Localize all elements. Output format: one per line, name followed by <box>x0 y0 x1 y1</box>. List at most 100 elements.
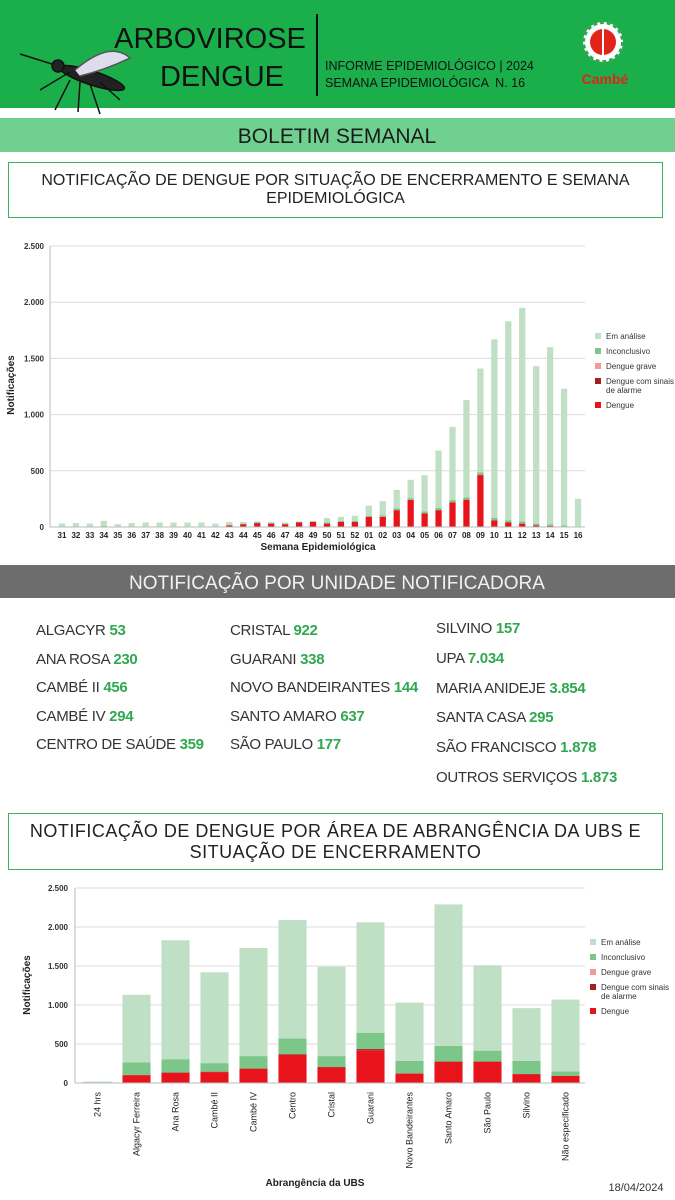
bar-segment <box>184 522 191 527</box>
bar-segment <box>309 521 317 522</box>
bar-segment <box>58 523 66 527</box>
bar-segment <box>278 1054 307 1083</box>
bar-segment <box>281 524 289 527</box>
x-tick-label: 37 <box>141 531 150 540</box>
bar-segment <box>200 1063 229 1072</box>
bar-segment <box>449 502 456 527</box>
unit-name: SÃO PAULO <box>230 736 313 753</box>
x-tick-label: 12 <box>518 531 527 540</box>
unit-count: 3.854 <box>549 679 586 697</box>
x-tick-label: Guarani <box>366 1092 376 1124</box>
unit-name: SILVINO <box>436 620 492 637</box>
bar-segment <box>254 521 261 523</box>
x-tick-label: 03 <box>392 531 401 540</box>
bar-segment <box>435 450 442 508</box>
unit-name: CAMBÉ IV <box>36 707 106 725</box>
unit-item: CENTRO DE SAÚDE 359 <box>36 736 204 753</box>
bar-segment <box>519 521 526 524</box>
x-tick-label: Ana Rosa <box>171 1092 181 1132</box>
bar-segment <box>351 521 359 527</box>
chart2-title: NOTIFICAÇÃO DE DENGUE POR ÁREA DE ABRANG… <box>8 813 663 870</box>
x-tick-label: São Paulo <box>483 1092 493 1134</box>
y-axis-label: Notificações <box>22 955 33 1015</box>
logo-text: Cambé <box>582 71 629 87</box>
legend: Em análise Inconclusivo Dengue grave Dengue… <box>595 332 675 416</box>
x-tick-label: 10 <box>490 531 499 540</box>
y-tick-label: 0 <box>64 1079 69 1088</box>
bar-segment <box>278 1054 307 1055</box>
legend-item: Em análise <box>595 332 675 341</box>
unit-name: CRISTAL <box>230 622 290 639</box>
y-tick-label: 0 <box>40 523 45 532</box>
mosquito-icon <box>19 50 132 115</box>
x-axis-label: Abrangência da UBS <box>266 1178 365 1189</box>
bar-segment <box>100 520 107 526</box>
x-tick-label: 01 <box>364 531 373 540</box>
legend-item: Dengue <box>595 401 675 410</box>
bar-segment <box>295 522 303 527</box>
unit-count: 338 <box>300 650 325 668</box>
bar-segment <box>473 1061 502 1083</box>
x-tick-label: 07 <box>448 531 457 540</box>
unit-count: 157 <box>495 620 520 637</box>
y-axis-label: Notificações <box>6 355 17 415</box>
y-tick-label: 500 <box>55 1040 69 1049</box>
unit-item: CAMBÉ IV 294 <box>36 707 134 725</box>
unit-item: CRISTAL 922 <box>230 622 318 639</box>
x-tick-label: 13 <box>532 531 541 540</box>
x-tick-label: Novo Bandeirantes <box>405 1092 415 1169</box>
legend-label: Dengue com sinais de alarme <box>606 377 675 395</box>
legend-item: Dengue <box>590 1007 672 1016</box>
bar-segment <box>395 1002 424 1061</box>
bar-segment <box>278 919 307 1039</box>
bar-segment <box>505 522 512 527</box>
unit-item: MARIA ANIDEJE 3.854 <box>436 679 586 697</box>
unit-count: 177 <box>316 736 341 753</box>
bar-segment <box>463 497 470 500</box>
bar-segment <box>278 1038 307 1055</box>
unit-name: OUTROS SERVIÇOS <box>436 769 578 786</box>
bar-segment <box>551 1071 580 1076</box>
bar-segment <box>546 524 554 526</box>
legend-item: Dengue com sinais de alarme <box>590 983 672 1001</box>
x-tick-label: Cambé II <box>210 1092 220 1129</box>
bar-segment <box>477 472 484 475</box>
x-tick-label: 42 <box>211 531 220 540</box>
unit-count: 294 <box>109 707 134 725</box>
bar-segment <box>356 1032 385 1050</box>
bar-segment <box>309 521 317 527</box>
legend-swatch <box>590 1008 596 1014</box>
unit-name: NOVO BANDEIRANTES <box>230 679 390 696</box>
bar-segment <box>295 521 303 522</box>
unit-item: SILVINO 157 <box>436 620 520 637</box>
unit-item: SÃO PAULO 177 <box>230 736 341 753</box>
bar-segment <box>170 522 177 527</box>
bar-segment <box>122 994 151 1063</box>
unit-item: ANA ROSA 230 <box>36 651 138 668</box>
bar-segment <box>239 1068 268 1083</box>
unit-count: 1.878 <box>560 739 597 757</box>
legend-item: Dengue grave <box>590 968 672 977</box>
x-tick-label: 24 hrs <box>93 1092 103 1118</box>
units-title: NOTIFICAÇÃO POR UNIDADE NOTIFICADORA <box>129 572 545 594</box>
unit-name: CAMBÉ II <box>36 679 100 696</box>
unit-item: CAMBÉ II 456 <box>36 679 128 696</box>
bar-segment <box>533 366 540 524</box>
legend-label: Em análise <box>601 938 641 947</box>
bar-segment <box>337 521 345 527</box>
unit-name: ALGACYR <box>36 622 106 639</box>
y-tick-label: 1.000 <box>24 411 45 420</box>
legend-swatch <box>590 969 596 975</box>
bar-segment <box>435 507 442 511</box>
x-tick-label: 08 <box>462 531 471 540</box>
legend-label: Dengue <box>601 1007 630 1016</box>
bar-segment <box>365 516 372 527</box>
bar-segment <box>407 500 414 527</box>
bar-segment <box>268 523 275 524</box>
bar-segment <box>463 500 470 527</box>
bar-segment <box>254 523 261 527</box>
unit-count: 456 <box>103 679 128 696</box>
legend: Em análise Inconclusivo Dengue grave Dengue… <box>590 938 672 1022</box>
